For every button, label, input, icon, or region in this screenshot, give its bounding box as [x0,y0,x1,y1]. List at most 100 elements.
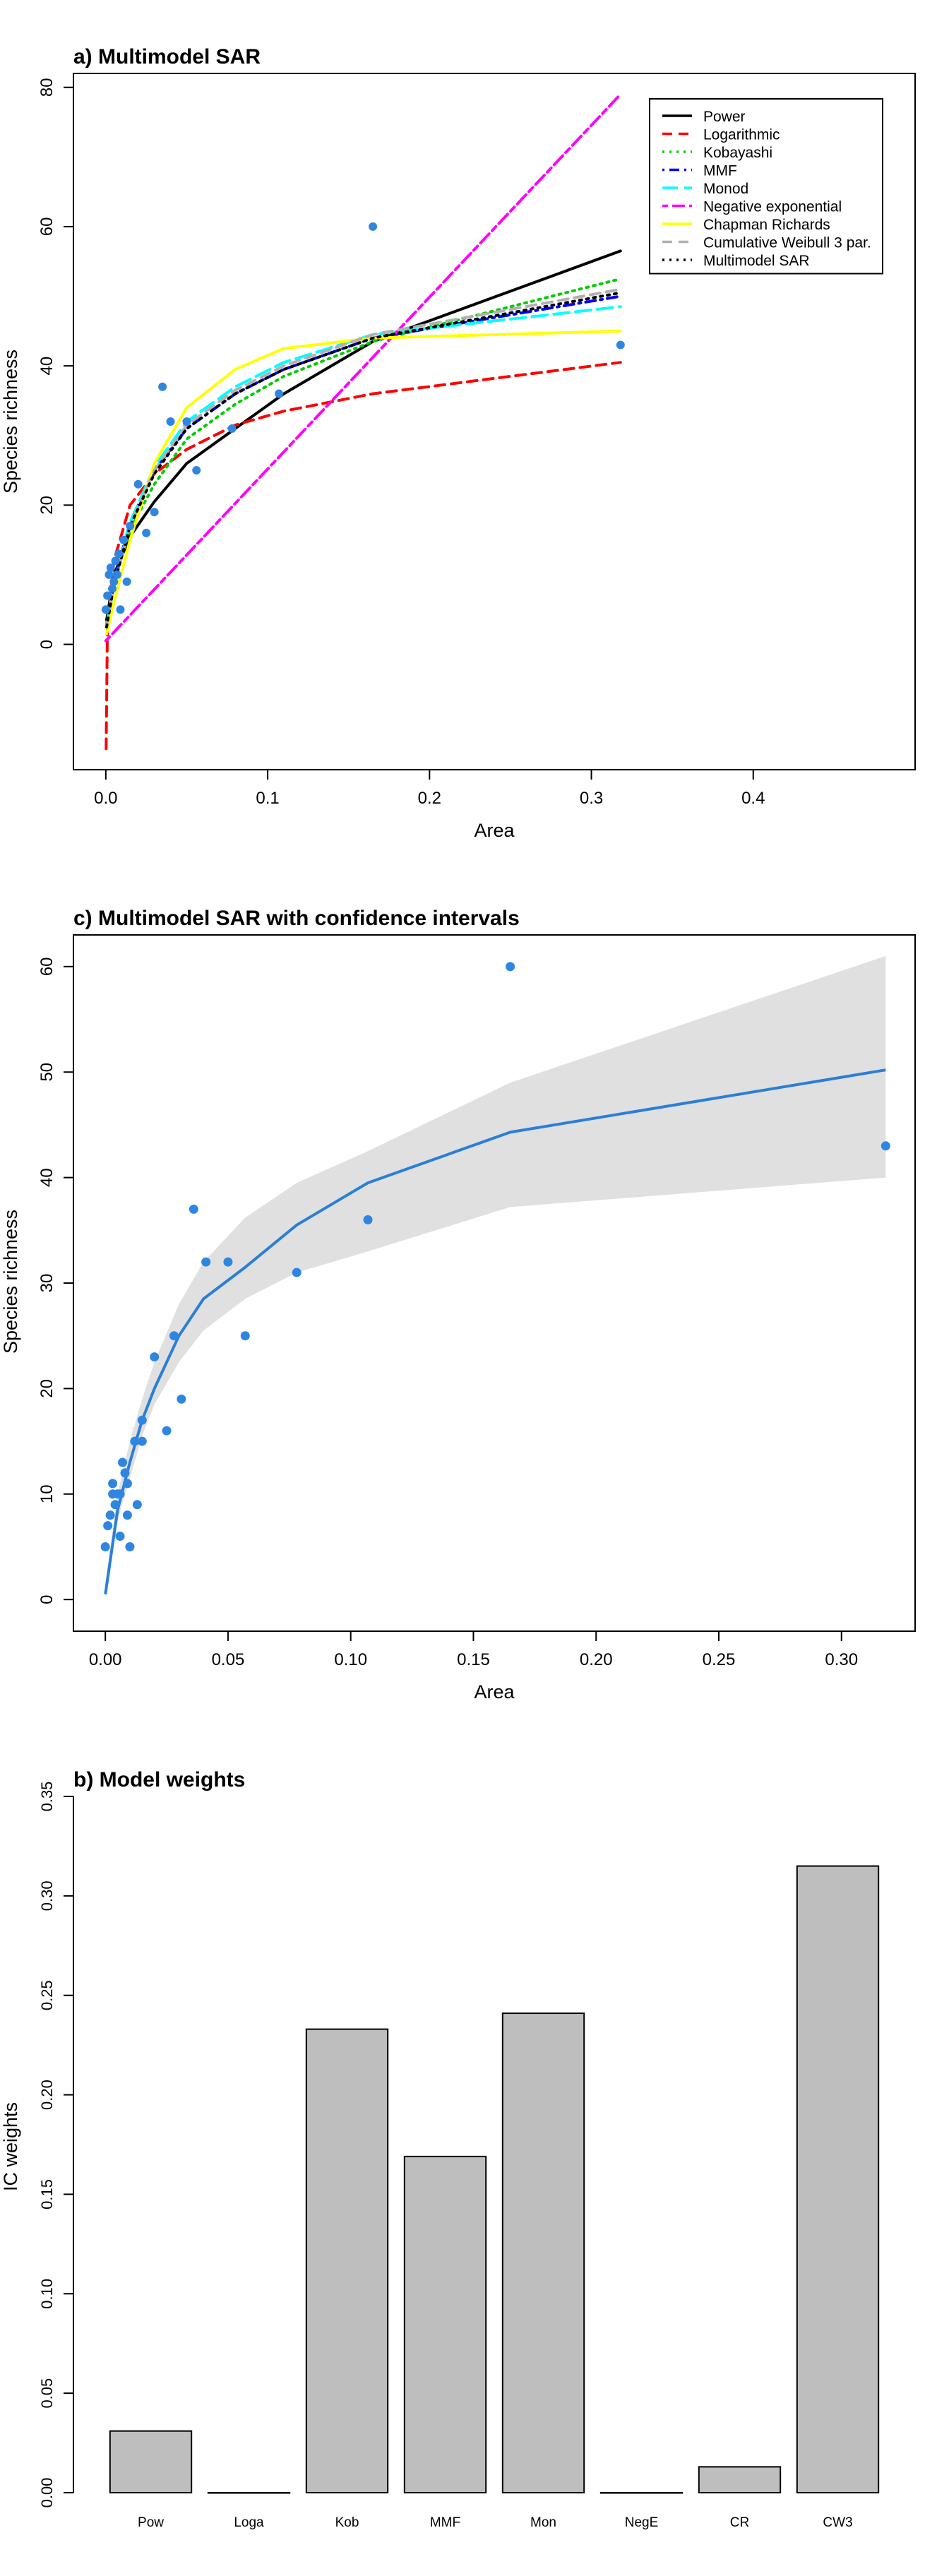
panel-a-y-tick-label: 20 [37,496,56,515]
panel-a-data-point [101,605,110,614]
panel-a-x-tick-label: 0.3 [580,789,603,808]
panel-c-data-point [223,1257,233,1267]
panel-c-x-tick-label: 0.15 [457,1650,490,1669]
panel-c-x-tick-label: 0.05 [212,1650,245,1669]
panel-b-y-tick-label: 0.35 [38,1782,56,1812]
panel-c-data-point [100,1542,110,1551]
panel-c-data-point [120,1468,130,1478]
panel-c-data-point [240,1331,250,1341]
panel-a-x-tick-label: 0.4 [741,789,765,808]
panel-c-data-point [201,1257,211,1267]
panel-a-legend-label: MMF [703,163,737,179]
panel-a-legend-label: Kobayashi [703,145,772,161]
panel-a-data-point [122,577,131,586]
panel-b-bar-cw3 [796,1865,880,2494]
panel-c-data-point [118,1457,128,1467]
panel-a-y-axis-label: Species richness [0,350,21,494]
panel-a-data-point [192,466,201,475]
panel-b-y-tick-label: 0.10 [38,2279,56,2309]
panel-b-category-label: Kob [335,2515,359,2530]
panel-b-category-label: Mon [530,2515,556,2530]
panel-a-data-point [108,584,117,593]
panel-c-multimodel-sar-ci: c) Multimodel SAR with confidence interv… [0,907,916,1703]
panel-a-series-line-5 [104,93,622,643]
panel-a-legend-label: Negative exponential [703,199,842,215]
panel-a-multimodel-sar: a) Multimodel SAR Area Species richness … [0,45,916,841]
panel-a-data-point [106,564,115,573]
panel-c-data-point [150,1352,160,1362]
panel-a-y-tick-label: 80 [37,78,56,97]
panel-a-legend-box [649,98,883,275]
panel-b-category-label: Pow [138,2515,164,2530]
panel-b-category-label: CR [730,2515,749,2530]
panel-b-y-tick-label: 0.15 [38,2179,56,2210]
panel-a-legend-label: Chapman Richards [703,217,830,233]
panel-c-data-point [130,1436,140,1446]
panel-b-y-tick-label: 0.20 [38,2080,56,2110]
panel-c-y-tick-label: 60 [37,957,56,976]
panel-a-data-point [126,521,135,530]
panel-a-y-tick-label: 40 [37,357,56,376]
panel-a-y-tick-label: 0 [37,640,56,649]
panel-a-data-point [103,591,112,600]
panel-c-y-tick-label: 30 [37,1274,56,1293]
panel-a-legend-label: Monod [703,181,748,197]
panel-c-data-point [115,1532,125,1542]
panel-b-category-label: CW3 [823,2515,852,2530]
panel-c-data-point [105,1510,115,1520]
panel-b-bar-pow [109,2430,193,2493]
panel-a-data-point [142,528,151,537]
panel-a-x-tick-label: 0.1 [256,789,279,808]
panel-c-y-tick-label: 50 [37,1063,56,1082]
panel-a-data-point [111,556,120,566]
panel-b-y-tick-label: 0.25 [38,1980,56,2010]
panel-a-plot-frame [73,73,916,770]
panel-a-data-point [150,508,159,517]
panel-a-data-point [166,417,175,426]
panel-a-title: a) Multimodel SAR [73,45,261,68]
panel-a-data-point [369,222,378,231]
panel-a-series-line-8 [105,291,622,628]
panel-c-data-point [103,1521,113,1531]
panel-c-y-axis-label: Species richness [0,1210,21,1354]
panel-a-x-tick-label: 0.0 [94,789,117,808]
panel-c-data-point [177,1394,186,1404]
panel-a-data-point [182,417,191,426]
panel-c-x-tick-label: 0.20 [580,1650,613,1669]
panel-b-title: b) Model weights [73,1768,245,1791]
panel-b-bar-cr [698,2466,782,2494]
panel-c-data-point [132,1500,142,1510]
panel-b-y-tick-label: 0.05 [38,2378,56,2409]
panel-a-data-point [109,577,119,586]
panel-a-data-point [112,570,121,579]
panel-c-data-point [115,1489,125,1499]
panel-c-data-point [125,1542,135,1551]
panel-a-x-axis-label: Area [474,820,515,841]
panel-c-x-axis-label: Area [474,1681,515,1703]
panel-c-y-tick-label: 0 [37,1595,56,1604]
panel-b-model-weights: b) Model weights IC weights Pow Loga Kob MM… [0,1768,880,2530]
panel-b-bar-mmf [403,2155,487,2493]
panel-b-y-axis-label: IC weights [0,2102,21,2191]
panel-c-data-point [292,1268,302,1277]
panel-b-y-tick-label: 0.00 [38,2478,56,2508]
panel-b-bar-kob [305,2028,389,2493]
panel-a-legend-label: Logarithmic [703,127,780,143]
panel-a-y-tick-label: 60 [37,217,56,237]
panel-c-data-point [189,1204,198,1214]
panel-c-data-point [137,1436,147,1446]
panel-c-x-tick-label: 0.25 [703,1650,736,1669]
panel-c-data-point [506,962,515,972]
panel-c-confidence-band [105,955,886,1598]
panel-b-bar-mon [501,2012,585,2494]
panel-c-y-tick-label: 40 [37,1168,56,1187]
panel-a-data-point [116,605,125,614]
panel-a-data-point [133,479,143,489]
panel-b-category-label: MMF [430,2515,460,2530]
panel-c-data-point [881,1141,890,1151]
panel-a-data-point [227,424,237,433]
panel-a-x-tick-label: 0.2 [418,789,441,808]
panel-a-legend-label: Multimodel SAR [703,253,810,269]
panel-a-data-point [616,340,625,350]
